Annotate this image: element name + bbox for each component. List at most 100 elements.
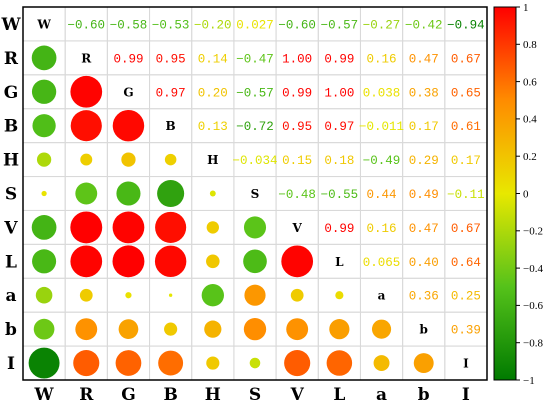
correlation-circle: [155, 211, 187, 243]
correlation-circle: [115, 350, 142, 376]
correlation-circle: [243, 317, 267, 341]
correlation-value: 0.38: [409, 86, 439, 100]
correlation-value: 0.44: [367, 188, 397, 202]
correlation-value: 1.00: [324, 86, 354, 100]
correlation-circle: [75, 182, 98, 205]
correlation-value: −0.58: [110, 18, 148, 32]
correlation-value: 0.67: [451, 222, 481, 236]
correlation-circle: [329, 319, 350, 340]
correlation-value: −0.72: [236, 120, 274, 134]
correlation-value: −0.60: [278, 18, 316, 32]
correlation-circle: [80, 153, 93, 166]
correlation-value: 0.47: [409, 52, 439, 66]
column-label: a: [376, 385, 387, 405]
diagonal-label: R: [81, 51, 92, 65]
correlation-circle: [243, 249, 267, 274]
correlation-value: 0.49: [409, 188, 439, 202]
row-label: B: [4, 117, 18, 137]
correlation-circle: [164, 322, 178, 336]
correlation-circle: [33, 318, 55, 340]
colorbar-tick-label: 1: [523, 2, 529, 14]
row-label: G: [4, 83, 19, 103]
column-label: W: [34, 385, 55, 405]
diagonal-label: a: [378, 289, 386, 303]
correlation-value: 0.97: [156, 86, 186, 100]
correlation-value: −0.49: [363, 154, 401, 168]
correlation-value: −0.47: [236, 52, 274, 66]
correlation-circle: [164, 153, 177, 166]
correlation-circle: [413, 353, 434, 374]
diagonal-label: L: [335, 255, 344, 269]
correlation-circle: [116, 181, 141, 206]
row-label: W: [0, 15, 21, 35]
correlation-circle: [243, 216, 267, 239]
correlation-value: 0.20: [198, 86, 228, 100]
colorbar-tick-label: 0.4: [523, 114, 537, 126]
colorbar-tick-label: −0.4: [523, 263, 543, 275]
column-label: b: [418, 385, 430, 405]
correlation-value: 0.027: [236, 18, 274, 32]
diagonal-label: S: [251, 187, 260, 201]
correlation-circle: [28, 347, 60, 379]
column-label: V: [290, 385, 305, 405]
correlation-circle: [36, 152, 52, 167]
correlation-value: 0.99: [113, 52, 143, 66]
correlation-circle: [73, 349, 100, 377]
correlation-value: 0.99: [282, 86, 312, 100]
diagonal-label: b: [420, 323, 428, 337]
correlation-circle: [373, 355, 390, 372]
column-label: G: [121, 385, 136, 405]
correlation-circle: [206, 254, 220, 269]
correlation-circle: [112, 245, 145, 278]
correlation-value: 0.65: [451, 86, 481, 100]
correlation-circle: [31, 215, 57, 240]
correlation-value: 0.67: [451, 52, 481, 66]
row-label: H: [3, 151, 19, 171]
correlation-value: 0.64: [451, 256, 481, 270]
correlation-value: 0.61: [451, 120, 481, 134]
correlation-circle: [32, 249, 57, 274]
correlation-value: −0.57: [236, 86, 274, 100]
matrix-marks: W −0.60 −0.58 −0.53 −0.20 0.027 −0.60 −0.57 −0.2…: [28, 17, 485, 379]
correlation-value: 0.038: [363, 86, 401, 100]
correlation-circle: [206, 221, 219, 234]
diagonal-label: G: [123, 85, 133, 99]
matrix-frame: [22, 6, 488, 381]
row-label: V: [3, 218, 18, 238]
correlation-circle: [284, 349, 311, 377]
colorbar-tick-label: 0: [523, 188, 529, 200]
correlation-circle: [204, 320, 222, 338]
colorbar-tick-label: −0.8: [523, 338, 543, 350]
diagonal-label: W: [36, 17, 51, 31]
correlation-value: 0.065: [363, 256, 401, 270]
row-label: L: [5, 252, 17, 272]
correlation-value: 0.18: [324, 154, 354, 168]
correlation-circle: [154, 245, 187, 278]
correlation-circle: [244, 284, 266, 306]
correlation-value: −0.57: [321, 18, 359, 32]
correlation-value: 0.47: [409, 222, 439, 236]
correlation-value: −0.42: [405, 18, 443, 32]
correlation-value: 0.95: [282, 120, 312, 134]
column-label: S: [249, 385, 261, 405]
correlation-circle: [70, 75, 103, 108]
correlation-value: 0.13: [198, 120, 228, 134]
correlation-value: −0.48: [278, 188, 316, 202]
correlation-value: 0.15: [282, 154, 312, 168]
column-label: I: [462, 385, 470, 405]
correlation-value: −0.94: [447, 18, 485, 32]
correlation-circle: [335, 291, 344, 300]
colorbar-tick-label: 0.2: [523, 151, 537, 163]
matrix-grid: [22, 6, 488, 381]
colorbar-tick-label: 0.6: [523, 76, 537, 88]
correlation-value: 0.99: [324, 222, 354, 236]
correlation-value: 0.95: [156, 52, 186, 66]
correlation-value: −0.20: [194, 18, 232, 32]
correlation-value: −0.60: [68, 18, 106, 32]
correlation-circle: [326, 350, 353, 376]
correlation-value: 0.16: [367, 222, 397, 236]
correlation-circle: [35, 286, 53, 304]
correlation-circle: [112, 211, 145, 244]
